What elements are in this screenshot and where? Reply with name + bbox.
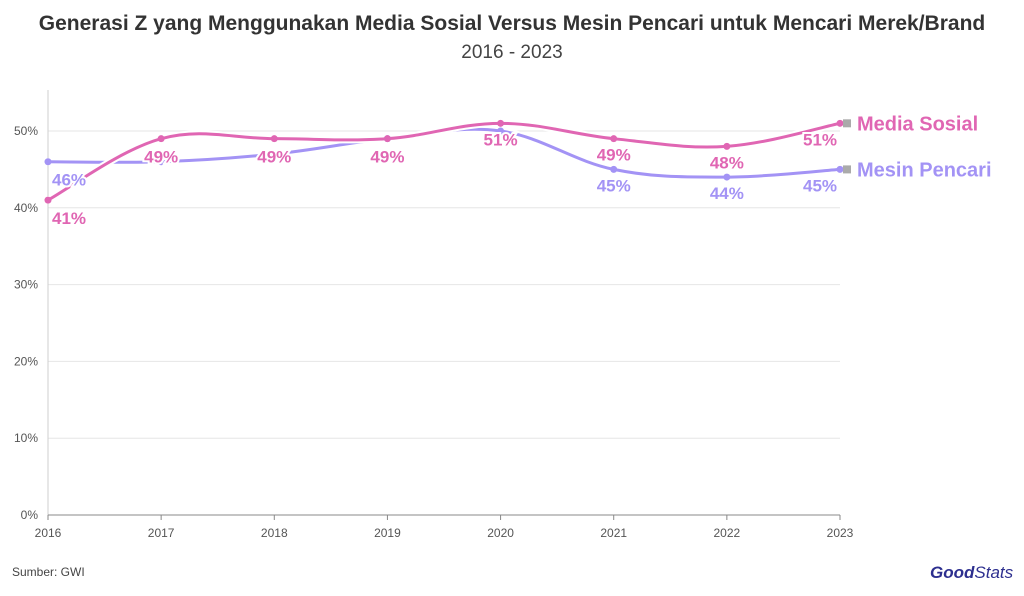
x-tick-label: 2020 bbox=[487, 526, 514, 540]
data-label: 49% bbox=[144, 148, 178, 167]
chart-title: Generasi Z yang Menggunakan Media Sosial… bbox=[38, 12, 986, 35]
data-label: 49% bbox=[257, 148, 291, 167]
data-point bbox=[157, 158, 165, 166]
data-point bbox=[44, 196, 52, 204]
chart-subtitle: 2016 - 2023 bbox=[461, 42, 563, 63]
y-tick-label: 20% bbox=[14, 354, 38, 368]
x-tick-label: 2021 bbox=[600, 526, 627, 540]
data-label: 48% bbox=[710, 153, 744, 172]
data-point bbox=[836, 119, 844, 127]
series-line-media-sosial bbox=[46, 121, 842, 202]
x-tick-label: 2018 bbox=[261, 526, 288, 540]
data-point bbox=[497, 127, 505, 135]
data-label: 51% bbox=[803, 130, 837, 149]
series-end-label: Media Sosial bbox=[857, 113, 978, 135]
x-tick-label: 2022 bbox=[714, 526, 741, 540]
data-point bbox=[383, 135, 391, 143]
data-label: 45% bbox=[597, 176, 631, 195]
data-point bbox=[497, 119, 505, 127]
y-tick-label: 0% bbox=[21, 508, 39, 522]
data-point bbox=[270, 150, 278, 158]
data-label: 46% bbox=[52, 171, 86, 190]
goodstats-logo: GoodStats bbox=[930, 563, 1014, 582]
data-point bbox=[836, 165, 844, 173]
data-point bbox=[44, 158, 52, 166]
data-label: 49% bbox=[370, 148, 404, 167]
x-tick-label: 2019 bbox=[374, 526, 401, 540]
data-label: 41% bbox=[52, 209, 86, 228]
data-point bbox=[270, 135, 278, 143]
series-end-label: Mesin Pencari bbox=[857, 159, 992, 181]
data-point bbox=[610, 165, 618, 173]
x-tick-label: 2023 bbox=[827, 526, 854, 540]
data-point bbox=[610, 135, 618, 143]
series-end-marker bbox=[843, 165, 851, 174]
data-point bbox=[723, 142, 731, 150]
y-tick-label: 30% bbox=[14, 278, 38, 292]
data-label: 49% bbox=[597, 146, 631, 165]
x-tick-label: 2016 bbox=[35, 526, 62, 540]
source-note: Sumber: GWI bbox=[12, 565, 85, 579]
series-end-marker bbox=[843, 119, 851, 128]
y-tick-label: 40% bbox=[14, 201, 38, 215]
data-point bbox=[157, 135, 165, 143]
y-tick-label: 50% bbox=[14, 124, 38, 138]
y-tick-label: 10% bbox=[14, 431, 38, 445]
data-point bbox=[723, 173, 731, 181]
x-tick-label: 2017 bbox=[148, 526, 175, 540]
data-label: 44% bbox=[710, 184, 744, 203]
data-label: 45% bbox=[803, 176, 837, 195]
data-label: 51% bbox=[484, 130, 518, 149]
